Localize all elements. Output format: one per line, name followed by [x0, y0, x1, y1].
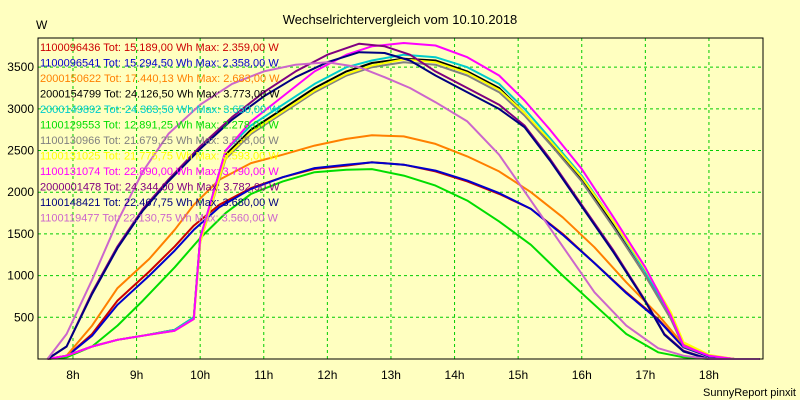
footer-credit: SunnyReport pinxit — [703, 387, 796, 399]
legend-entry-2000154799: 2000154799 Tot: 24.126,50 Wh Max: 3.773,… — [40, 89, 280, 101]
legend-entry-1100096436: 1100096436 Tot: 15.189,00 Wh Max: 2.359,… — [40, 42, 279, 54]
legend-entry-2000001478: 2000001478 Tot: 24.344,00 Wh Max: 3.782,… — [40, 182, 280, 194]
series-line-1100148421 — [46, 51, 760, 360]
legend-entry-1100129553: 1100129553 Tot: 12.891,25 Wh Max: 2.278,… — [40, 120, 279, 132]
legend-entry-1100096541: 1100096541 Tot: 15.294,50 Wh Max: 2.358,… — [40, 58, 279, 70]
x-tick-label: 9h — [130, 368, 143, 382]
y-tick-label: 3000 — [7, 102, 34, 116]
x-tick-label: 10h — [190, 368, 210, 382]
x-tick-label: 8h — [66, 368, 79, 382]
x-tick-label: 17h — [635, 368, 655, 382]
legend-entry-1100130966: 1100130966 Tot: 21.679,25 Wh Max: 3.558,… — [40, 135, 279, 147]
legend-entry-1100148421: 1100148421 Tot: 22.467,75 Wh Max: 3.680,… — [40, 197, 279, 209]
y-tick-labels: 500 1000 1500 2000 2500 3000 3500 — [7, 60, 34, 324]
x-tick-label: 12h — [317, 368, 337, 382]
series-line-1100119477 — [46, 61, 760, 360]
series-line-1100131074 — [47, 42, 760, 360]
y-tick-label: 3500 — [7, 60, 34, 74]
y-tick-label: 2000 — [7, 185, 34, 199]
y-tick-label: 1500 — [7, 227, 34, 241]
plot-frame — [37, 37, 764, 360]
y-tick-label: 2500 — [7, 144, 34, 158]
x-tick-label: 14h — [445, 368, 465, 382]
legend-entry-1100131074: 1100131074 Tot: 22.890,00 Wh Max: 3.790,… — [40, 166, 279, 178]
x-tick-label: 13h — [381, 368, 401, 382]
y-tick-label: 500 — [14, 310, 34, 324]
y-axis-label: W — [36, 18, 48, 32]
legend-entry-1100119477: 1100119477 Tot: 22.130,75 Wh Max: 3.560,… — [40, 213, 279, 225]
x-tick-label: 11h — [254, 368, 273, 382]
x-tick-label: 16h — [572, 368, 592, 382]
legend: 1100096436 Tot: 15.189,00 Wh Max: 2.359,… — [40, 42, 280, 225]
x-tick-labels: 8h 9h 10h 11h 12h 13h 14h 15h 16h 17h 18h — [66, 368, 719, 382]
series-lines — [46, 42, 760, 360]
x-tick-label: 18h — [699, 368, 719, 382]
series-line-1100129553 — [47, 168, 760, 360]
y-tick-label: 1000 — [7, 269, 34, 283]
series-line-2000150622 — [47, 134, 760, 360]
x-tick-label: 15h — [508, 368, 528, 382]
legend-entry-2000150622: 2000150622 Tot: 17.440,13 Wh Max: 2.683,… — [40, 73, 280, 85]
legend-entry-2000149892: 2000149892 Tot: 24.383,50 Wh Max: 3.650,… — [40, 104, 280, 116]
chart-title: Wechselrichtervergleich vom 10.10.2018 — [283, 12, 518, 27]
legend-entry-1100131025: 1100131025 Tot: 21.775,75 Wh Max: 3.593,… — [40, 151, 279, 163]
